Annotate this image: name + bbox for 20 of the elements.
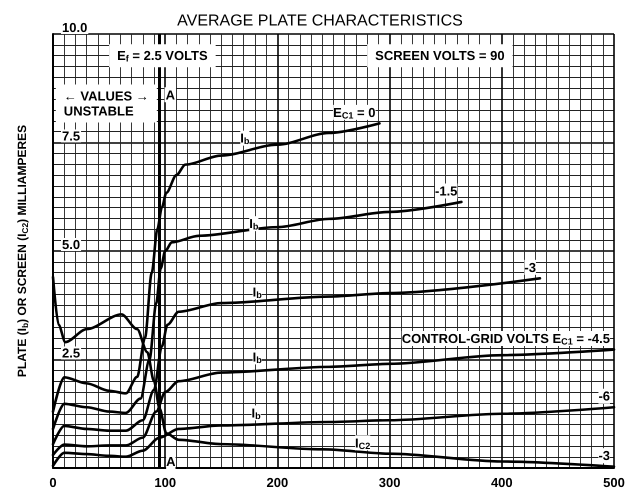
y-axis-title: PLATE (Ib) OR SCREEN (IC2) MILLIAMPERES xyxy=(15,124,30,378)
series-label: -1.5 xyxy=(435,183,458,198)
ref-line-label: A xyxy=(166,87,176,102)
y-tick-label: 5.0 xyxy=(62,237,80,252)
series-label: -3 xyxy=(524,260,536,275)
series-label: -6 xyxy=(598,388,610,404)
x-tick-label: 0 xyxy=(49,475,57,490)
annotation: ← VALUES → UNSTABLE xyxy=(64,88,149,118)
x-tick-label: 200 xyxy=(266,475,288,490)
y-tick-label: 7.5 xyxy=(62,128,80,144)
annotation: A xyxy=(166,454,176,469)
x-tick-label: 300 xyxy=(378,475,400,490)
y-tick-label: 10.0 xyxy=(62,20,88,35)
annotation: SCREEN VOLTS = 90 xyxy=(375,48,505,64)
x-tick-label: 500 xyxy=(603,475,625,490)
x-tick-label: 400 xyxy=(490,475,513,490)
x-tick-label: 100 xyxy=(154,475,176,490)
series-label: -3 xyxy=(598,448,610,464)
y-tick-label: 2.5 xyxy=(62,346,80,360)
chart-title: AVERAGE PLATE CHARACTERISTICS xyxy=(177,12,463,30)
